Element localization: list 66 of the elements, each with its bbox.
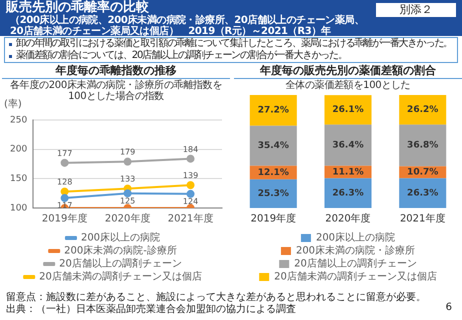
point [124,189,132,198]
data-label: 25.3% [258,189,289,200]
source-note: 出典：（一社）日本医薬品卸売業連合会加盟卸の協力による調査 [6,304,297,316]
y-tick-label: 150 [10,174,28,184]
y-tick-label: 250 [10,115,28,126]
text: 卸の年間の取引における薬価と取引額の乖離について集計したところ、薬局における乖離が一番大きかった。 [16,38,452,50]
text: （200床以上の病院、200床未満の病院・診療所、20店舗以上のチェーン薬局、20店舗未満のチェーン薬局又は個店） 2019（R元）～2021（R3）年 [10,15,365,37]
data-label: 133 [120,174,136,184]
x-tick-label: 2021年度 [168,212,214,225]
text: 販売先別の乖離率の比較 [6,0,149,15]
point [60,188,69,196]
chart-title: 年度毎の販売先別の薬価差額の割合 [234,64,462,79]
x-tick-label: 2020年度 [325,212,371,225]
point [186,181,195,190]
data-label: 11.1% [332,167,364,178]
bar [324,178,372,208]
x-tick-label: 2019年度 [42,212,88,225]
point [124,158,132,166]
data-label: 177 [57,148,72,158]
y-tick-label: 200 [10,144,28,155]
data-label: 36.8% [407,140,438,151]
bar [399,95,446,125]
legend-label: 200床以上の病院 [80,232,160,244]
bar [250,126,297,166]
data-label: 184 [182,144,198,154]
legend-label: 200床以上の病院 [316,232,396,244]
x-tick-label: 2019年度 [250,212,296,225]
data-label: 139 [182,171,198,180]
data-label: 125 [120,196,136,206]
x-tick-label: 2020年度 [104,212,150,225]
point [60,158,69,167]
point [186,154,195,163]
bar [250,179,297,208]
data-label: 36.4% [332,140,364,151]
point [60,194,69,202]
legend-label: 20店舗以上の調剤チェーン [59,258,182,270]
bar [399,178,446,208]
data-label: 26.1% [332,105,364,116]
text: 6 [446,302,452,314]
legend-label: 200床未満の病院-診療所 [64,244,177,257]
text: 留意点：施設数に差があること、施設によって大きな差があると思われることに留意が必要。 [6,292,426,304]
x-tick-label: 2021年度 [400,212,446,225]
legend-label: 20店舗未満の調剤チェーン又は個店 [274,270,437,283]
bar [250,95,297,126]
legend-label: 20店舗以上の調剤チェーン [294,258,417,270]
data-label: 26.3% [332,188,364,198]
data-label: 179 [120,148,136,157]
data-label: 124 [182,197,198,206]
data-label: 26.2% [407,105,438,116]
text: 薬価差額の割合については、20店舗以上の調剤チェーンの割合が一番大きかった。 [16,50,347,62]
data-label: 128 [57,178,72,187]
data-label: 26.3% [407,188,438,198]
text: 別添２ [376,3,456,17]
chart-title: 年度毎の乖離指数の推移 [2,64,230,79]
data-label: 35.4% [258,141,289,152]
bar [399,124,446,166]
data-label: 10.7% [407,168,438,178]
chart-subtitle: 全体の薬価差額を100とした [284,80,412,91]
legend-label: 20店舗未満の調剤チェーン又は個店 [39,270,202,283]
point [186,190,195,198]
legend-label: 200床未満の病院・診療所 [296,244,416,257]
bar [324,124,372,166]
data-label: 12.1% [258,168,289,178]
data-label: 27.2% [258,106,289,116]
bar [324,95,372,125]
y-tick-label: 100 [10,203,28,214]
